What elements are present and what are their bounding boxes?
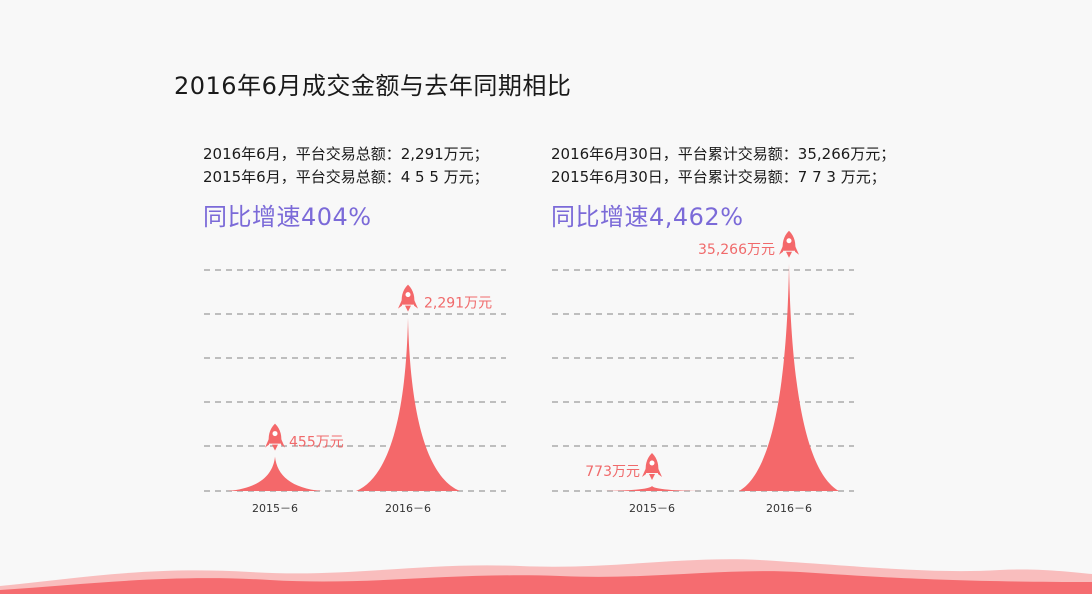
decorative-wave-footer <box>0 0 1092 594</box>
